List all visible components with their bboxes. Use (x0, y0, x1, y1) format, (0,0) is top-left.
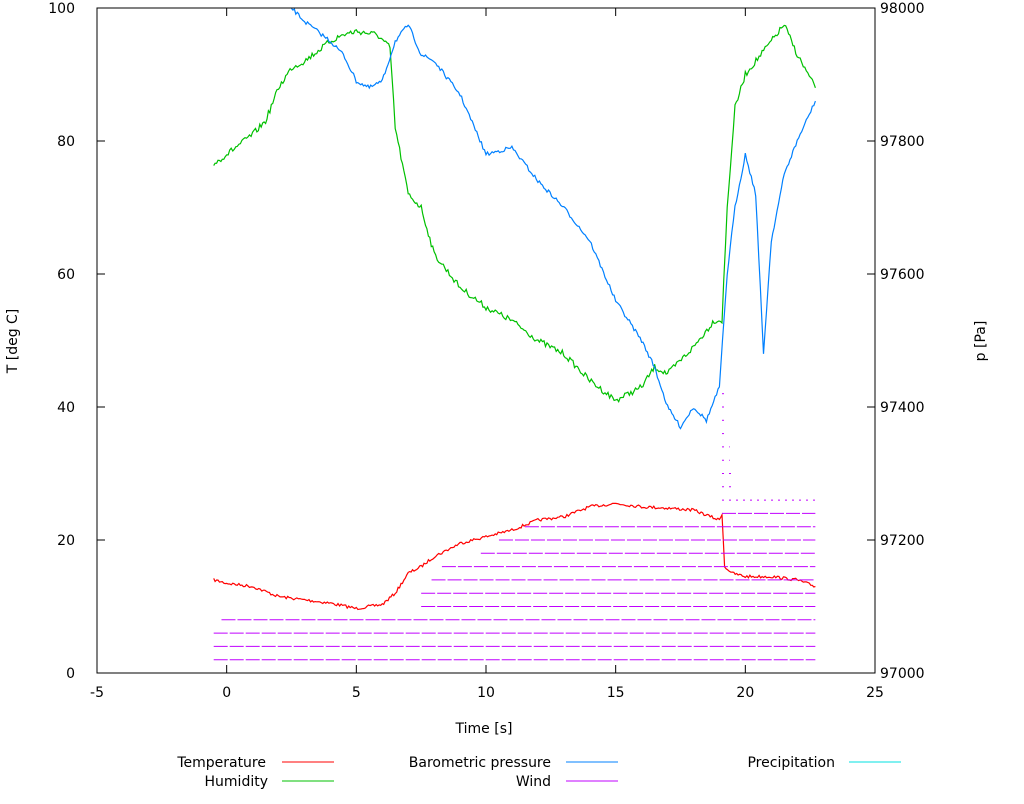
series-line (291, 8, 816, 430)
y2-axis-label: p [Pa] (973, 321, 989, 362)
x-tick-label: 0 (222, 685, 231, 701)
x-tick-label: 10 (477, 685, 495, 701)
x-tick-label: 15 (607, 685, 625, 701)
series-line (213, 24, 816, 404)
series-line (213, 502, 816, 611)
y2-tick-label: 97800 (880, 134, 925, 150)
y-tick-label: 100 (48, 1, 75, 17)
series-temperature (213, 502, 816, 611)
plot-frame (96, 7, 876, 674)
y-tick-label: 0 (66, 666, 75, 682)
y-tick-label: 80 (57, 134, 75, 150)
y2-tick-label: 97600 (880, 267, 925, 283)
y-tick-label: 60 (57, 267, 75, 283)
y-axis-label: T [deg C] (5, 309, 21, 375)
y-tick-label: 20 (57, 533, 75, 549)
x-tick-label: 5 (352, 685, 361, 701)
legend-label-humidity: Humidity (205, 774, 268, 790)
series-humidity (213, 24, 816, 404)
x-tick-label: -5 (90, 685, 104, 701)
x-axis-label: Time [s] (455, 721, 513, 737)
series-barometric-pressure (291, 8, 816, 430)
y2-tick-label: 97000 (880, 666, 925, 682)
y2-tick-label: 97200 (880, 533, 925, 549)
legend-label-barometric-pressure: Barometric pressure (409, 755, 551, 771)
legend-label-temperature: Temperature (176, 755, 266, 771)
y2-tick-label: 98000 (880, 1, 925, 17)
legend-label-precipitation: Precipitation (747, 755, 835, 771)
plot-area (213, 8, 816, 661)
axes: -5 0 5 10 15 20 25 0 20 40 60 80 100 97000 97200 97400 9… (48, 1, 924, 701)
legend: Temperature Humidity Barometric pressure Wi… (176, 755, 901, 790)
legend-label-wind: Wind (516, 774, 551, 790)
series-wind (213, 393, 816, 661)
x-tick-label: 25 (866, 685, 884, 701)
y-tick-label: 40 (57, 400, 75, 416)
y2-tick-label: 97400 (880, 400, 925, 416)
x-tick-label: 20 (736, 685, 754, 701)
